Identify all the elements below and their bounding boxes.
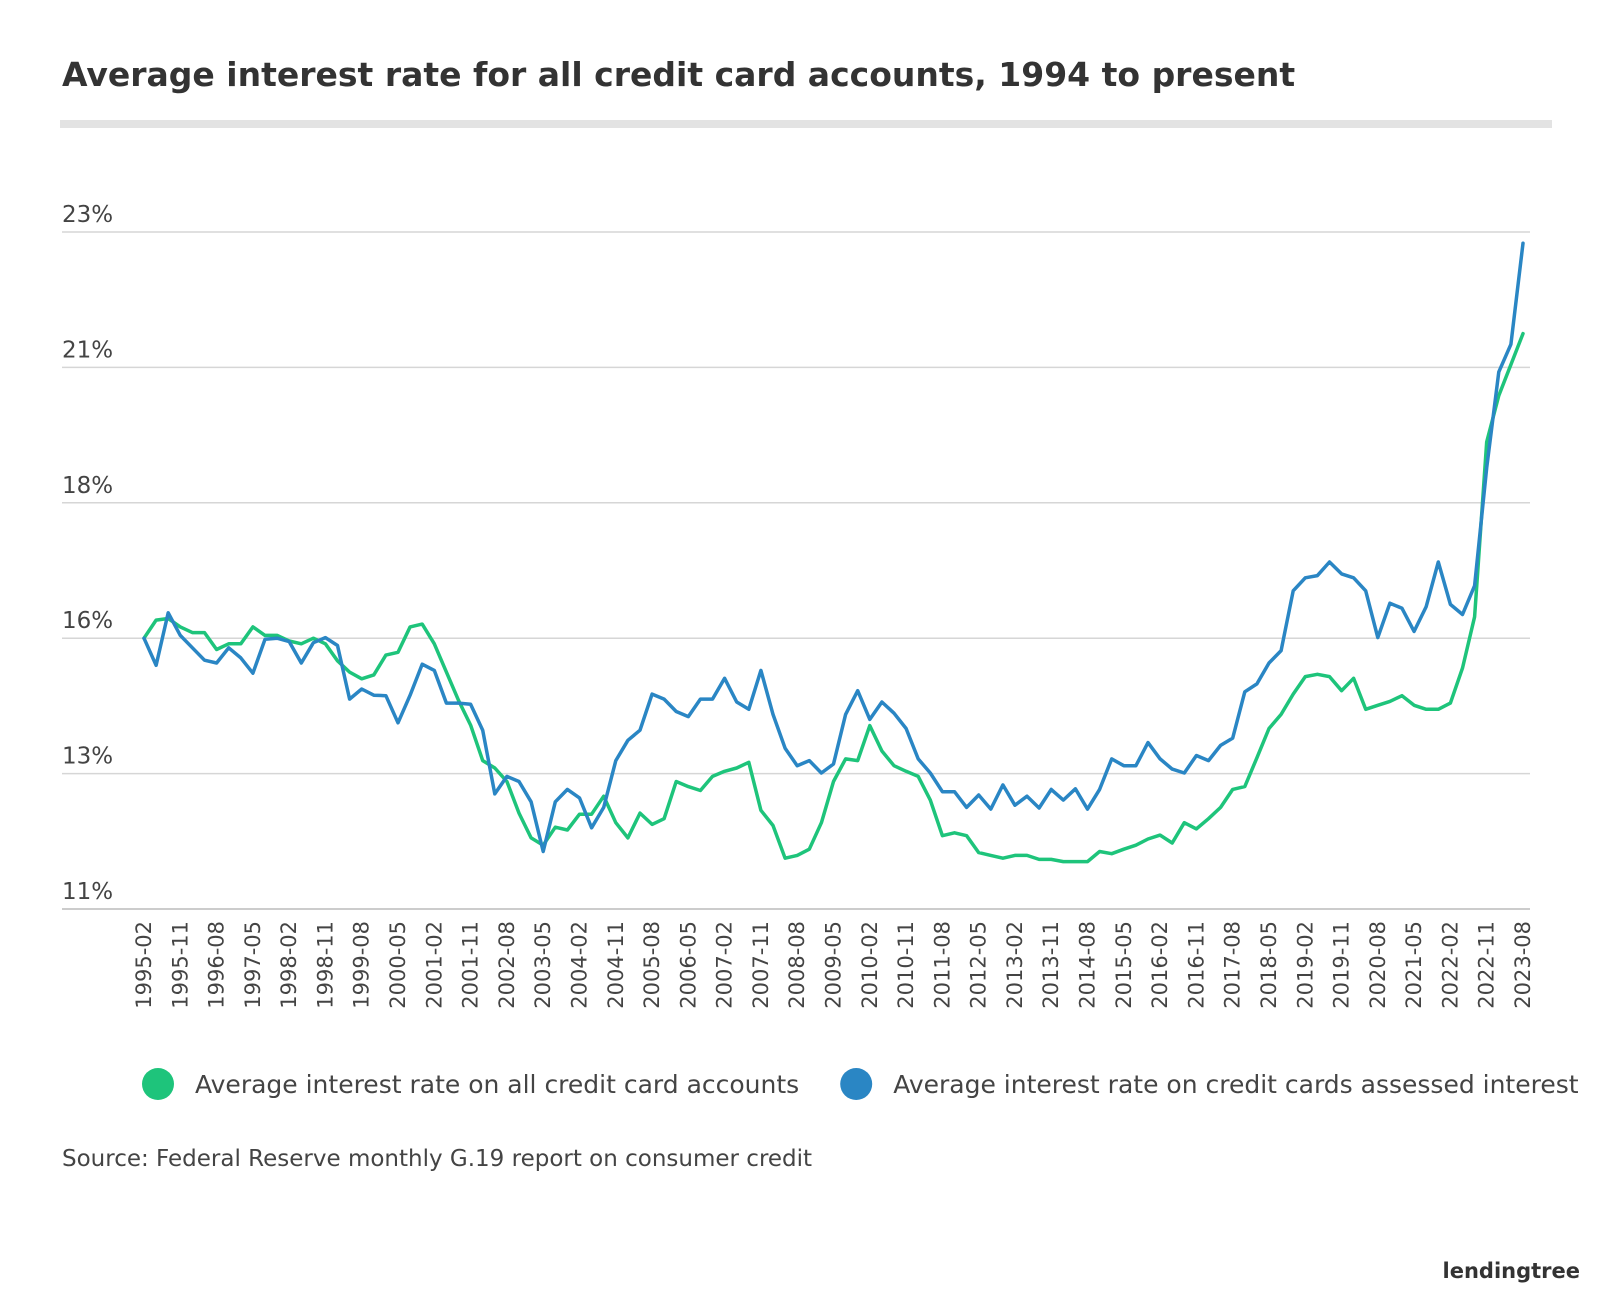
x-tick-label: 2022-11 (1475, 921, 1499, 1009)
x-tick-label: 2014-08 (1076, 921, 1100, 1009)
x-tick-label: 2011-08 (930, 921, 954, 1009)
chart-title: Average interest rate for all credit car… (62, 55, 1295, 94)
x-tick-label: 2019-02 (1293, 921, 1317, 1009)
x-tick-label: 2010-02 (858, 921, 882, 1009)
x-tick-label: 1995-11 (168, 921, 192, 1009)
x-tick-label: 2020-08 (1366, 921, 1390, 1009)
x-tick-label: 1999-08 (350, 921, 374, 1009)
x-tick-label: 2000-05 (386, 921, 410, 1009)
x-tick-label: 2021-05 (1402, 921, 1426, 1009)
source-note: Source: Federal Reserve monthly G.19 rep… (62, 1146, 812, 1172)
x-tick-label: 2008-08 (785, 921, 809, 1009)
series-line (142, 331, 1525, 864)
legend-label: Average interest rate on credit cards as… (893, 1070, 1579, 1099)
x-tick-label: 2016-02 (1148, 921, 1172, 1009)
x-tick-label: 2010-11 (894, 921, 918, 1009)
y-tick-label: 11% (62, 879, 113, 905)
legend-marker (142, 1068, 174, 1100)
x-tick-label: 2012-05 (967, 921, 991, 1009)
x-tick-label: 1998-11 (313, 921, 337, 1009)
series-line (142, 241, 1525, 854)
x-tick-label: 2022-02 (1438, 921, 1462, 1009)
x-tick-label: 1995-02 (132, 921, 156, 1009)
y-tick-label: 23% (62, 202, 113, 228)
x-tick-label: 2001-11 (459, 921, 483, 1009)
y-tick-label: 21% (62, 337, 113, 363)
x-tick-label: 2017-08 (1221, 921, 1245, 1009)
x-tick-label: 2001-02 (422, 921, 446, 1009)
x-tick-label: 1996-08 (205, 921, 229, 1009)
title-rule (60, 120, 1552, 128)
legend-marker (840, 1068, 873, 1100)
x-tick-label: 2009-05 (822, 921, 846, 1009)
logo: lendingtree (1443, 1259, 1580, 1283)
legend-label: Average interest rate on all credit card… (195, 1070, 799, 1099)
x-tick-label: 2007-02 (713, 921, 737, 1009)
x-tick-label: 2018-05 (1257, 921, 1281, 1009)
x-tick-label: 2016-11 (1184, 921, 1208, 1009)
x-tick-label: 1998-02 (277, 921, 301, 1009)
x-tick-label: 2007-11 (749, 921, 773, 1009)
y-tick-label: 16% (62, 608, 113, 634)
x-tick-label: 2006-05 (676, 921, 700, 1009)
x-tick-label: 2002-08 (495, 921, 519, 1009)
x-tick-label: 2019-11 (1330, 921, 1354, 1009)
x-tick-label: 2015-05 (1112, 921, 1136, 1009)
x-tick-label: 2013-02 (1003, 921, 1027, 1009)
y-tick-label: 13% (62, 744, 113, 770)
y-tick-label: 18% (62, 473, 113, 499)
x-tick-label: 1997-05 (241, 921, 265, 1009)
x-tick-label: 2005-08 (640, 921, 664, 1009)
x-tick-label: 2004-02 (567, 921, 591, 1009)
x-tick-label: 2004-11 (604, 921, 628, 1009)
x-tick-label: 2023-08 (1511, 921, 1535, 1009)
x-tick-label: 2013-11 (1039, 921, 1063, 1009)
x-tick-label: 2003-05 (531, 921, 555, 1009)
